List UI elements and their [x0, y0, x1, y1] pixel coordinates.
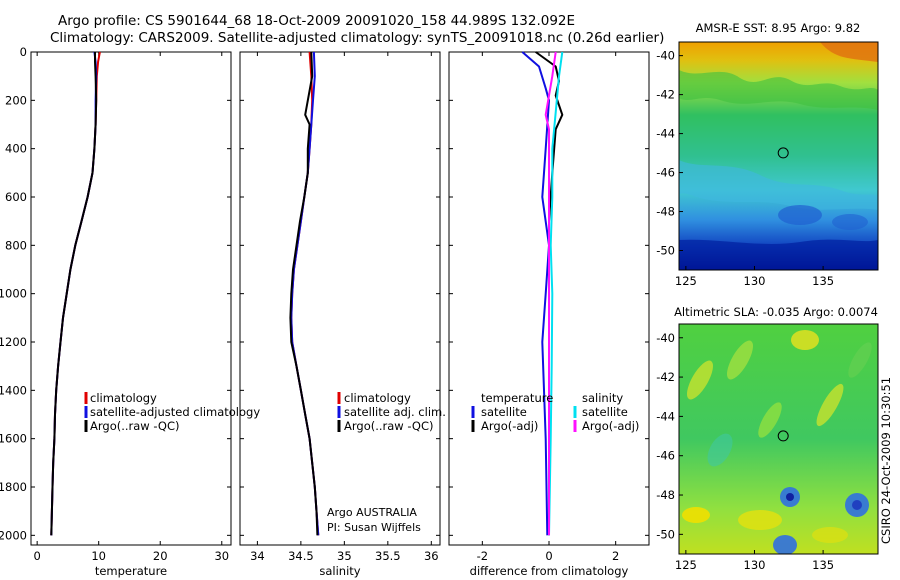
x-tick-label: 0: [33, 549, 40, 563]
x-tick-label: 30: [214, 549, 229, 563]
sla-map-title: Altimetric SLA: -0.035 Argo: 0.0074: [674, 305, 878, 319]
map-y-tick-label: -46: [656, 449, 675, 463]
map-y-tick-label: -50: [656, 527, 675, 541]
series-line-satellite-adjusted-climatology: [50, 51, 98, 536]
y-tick-label: 0: [20, 45, 27, 59]
salinity-plot: 34 34.5 35 35.5 36 salinity: [240, 51, 440, 578]
legend-label-temp-satellite: satellite: [481, 405, 527, 419]
temperature-legend: climatology satellite-adjusted climatolo…: [84, 391, 260, 433]
legend-label-sal-argo: Argo(-adj): [582, 419, 639, 433]
legend-label-climatology: climatology: [90, 391, 157, 405]
series-line-argo-raw-qc-: [50, 52, 98, 536]
header-line1: Argo profile: CS 5901644_68 18-Oct-2009 …: [58, 13, 575, 29]
y-tick-label: 1400: [0, 383, 27, 397]
x-tick-label: 2: [612, 549, 619, 563]
legend-header-temperature: temperature: [481, 391, 553, 405]
sst-map-title: AMSR-E SST: 8.95 Argo: 9.82: [696, 21, 861, 35]
y-tick-label: 200: [5, 93, 27, 107]
x-tick-label: 10: [91, 549, 106, 563]
temperature-axes: [30, 51, 232, 546]
x-tick-label: 20: [153, 549, 168, 563]
map-x-tick-label: 125: [675, 558, 697, 572]
y-tick-label: 800: [5, 238, 27, 252]
legend-label-argo: Argo(..raw -QC): [344, 419, 434, 433]
x-axis-label: temperature: [95, 564, 167, 578]
map-x-tick-label: 125: [675, 274, 697, 288]
salinity-legend: climatology satellite adj. clim. Argo(..…: [337, 391, 446, 433]
legend-label-sal-satellite: satellite: [582, 405, 628, 419]
sla-map-marker: [777, 430, 789, 442]
x-tick-label: -2: [477, 549, 488, 563]
map-y-tick-label: -48: [656, 488, 675, 502]
timestamp-stamp: CSIRO 24-Oct-2009 10:30:51: [879, 377, 893, 544]
series-line-climatology: [50, 51, 101, 536]
series-line-climatology: [290, 51, 320, 536]
series-line-satellite-adj-clim-: [290, 51, 320, 536]
sst-map-marker: [777, 147, 789, 159]
map-y-tick-label: -48: [656, 205, 675, 219]
sst-map-axes: 125 130 135 -40 -42 -44 -46 -48 -50: [656, 49, 834, 288]
map-x-tick-label: 130: [744, 558, 766, 572]
y-tick-label: 1200: [0, 335, 27, 349]
map-y-tick-label: -44: [656, 409, 675, 423]
x-axis-label: salinity: [319, 564, 360, 578]
sla-map-axes: 125 130 135 -40 -42 -44 -46 -48 -50: [656, 331, 834, 572]
y-tick-label: 600: [5, 190, 27, 204]
pi-label: PI: Susan Wijffels: [327, 521, 421, 534]
legend-label-climatology: climatology: [344, 391, 411, 405]
legend-label-satellite: satellite-adjusted climatology: [90, 405, 260, 419]
sst-map-frame: [678, 41, 879, 271]
x-tick-label: 0: [545, 549, 552, 563]
legend-header-salinity: salinity: [582, 391, 623, 405]
y-tick-label: 1800: [0, 480, 27, 494]
legend-label-satellite: satellite adj. clim.: [344, 405, 446, 419]
map-x-tick-label: 130: [744, 274, 766, 288]
legend-label-temp-argo: Argo(-adj): [481, 419, 538, 433]
x-tick-label: 35: [337, 549, 352, 563]
series-line-salinity-argo-adj-: [544, 51, 557, 536]
x-tick-label: 36: [424, 549, 439, 563]
x-tick-label: 35.5: [375, 549, 401, 563]
sla-map-frame: [678, 323, 879, 555]
y-tick-label: 1600: [0, 432, 27, 446]
legend-label-argo: Argo(..raw -QC): [90, 419, 180, 433]
series-line-argo-raw-qc-: [289, 51, 319, 536]
series-line-temperature-satellite: [521, 51, 550, 536]
sst-map-image: [679, 42, 878, 270]
x-tick-label: 34: [250, 549, 265, 563]
series-line-salinity-satellite: [548, 51, 564, 536]
temperature-plot: 0 10 20 30 0 200 400 600 800 1000 1200 1400 1600 1800…: [0, 45, 231, 578]
sla-map-image: [679, 324, 878, 554]
x-axis-label: difference from climatology: [470, 564, 629, 578]
float-program-label: Argo AUSTRALIA: [327, 506, 417, 519]
map-y-tick-label: -50: [656, 244, 675, 258]
header-line2: Climatology: CARS2009. Satellite-adjuste…: [50, 30, 664, 46]
x-tick-label: 34.5: [288, 549, 314, 563]
y-tick-label: 1000: [0, 287, 27, 301]
y-tick-label: 2000: [0, 528, 27, 542]
y-tick-label: 400: [5, 142, 27, 156]
map-x-tick-label: 135: [812, 558, 834, 572]
difference-legend: temperature salinity satellite Argo(-adj…: [471, 391, 639, 433]
map-y-tick-label: -44: [656, 127, 675, 141]
map-x-tick-label: 135: [812, 274, 834, 288]
salinity-axes: [239, 51, 441, 546]
map-y-tick-label: -46: [656, 166, 675, 180]
map-y-tick-label: -42: [656, 88, 675, 102]
map-y-tick-label: -40: [656, 331, 675, 345]
map-y-tick-label: -40: [656, 49, 675, 63]
map-y-tick-label: -42: [656, 370, 675, 384]
